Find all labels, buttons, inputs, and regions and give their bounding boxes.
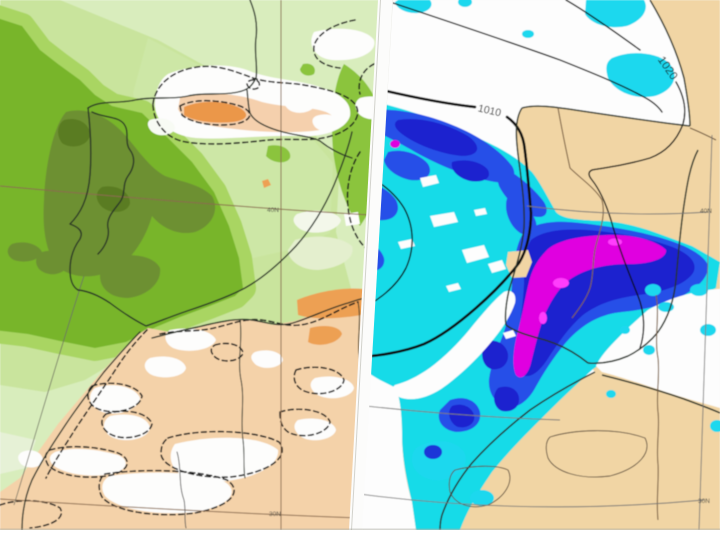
svg-text:30N: 30N bbox=[269, 511, 281, 518]
svg-text:40N: 40N bbox=[267, 207, 279, 214]
svg-text:1010: 1010 bbox=[477, 102, 503, 119]
svg-text:40N: 40N bbox=[700, 208, 712, 215]
svg-text:30N: 30N bbox=[698, 498, 710, 505]
